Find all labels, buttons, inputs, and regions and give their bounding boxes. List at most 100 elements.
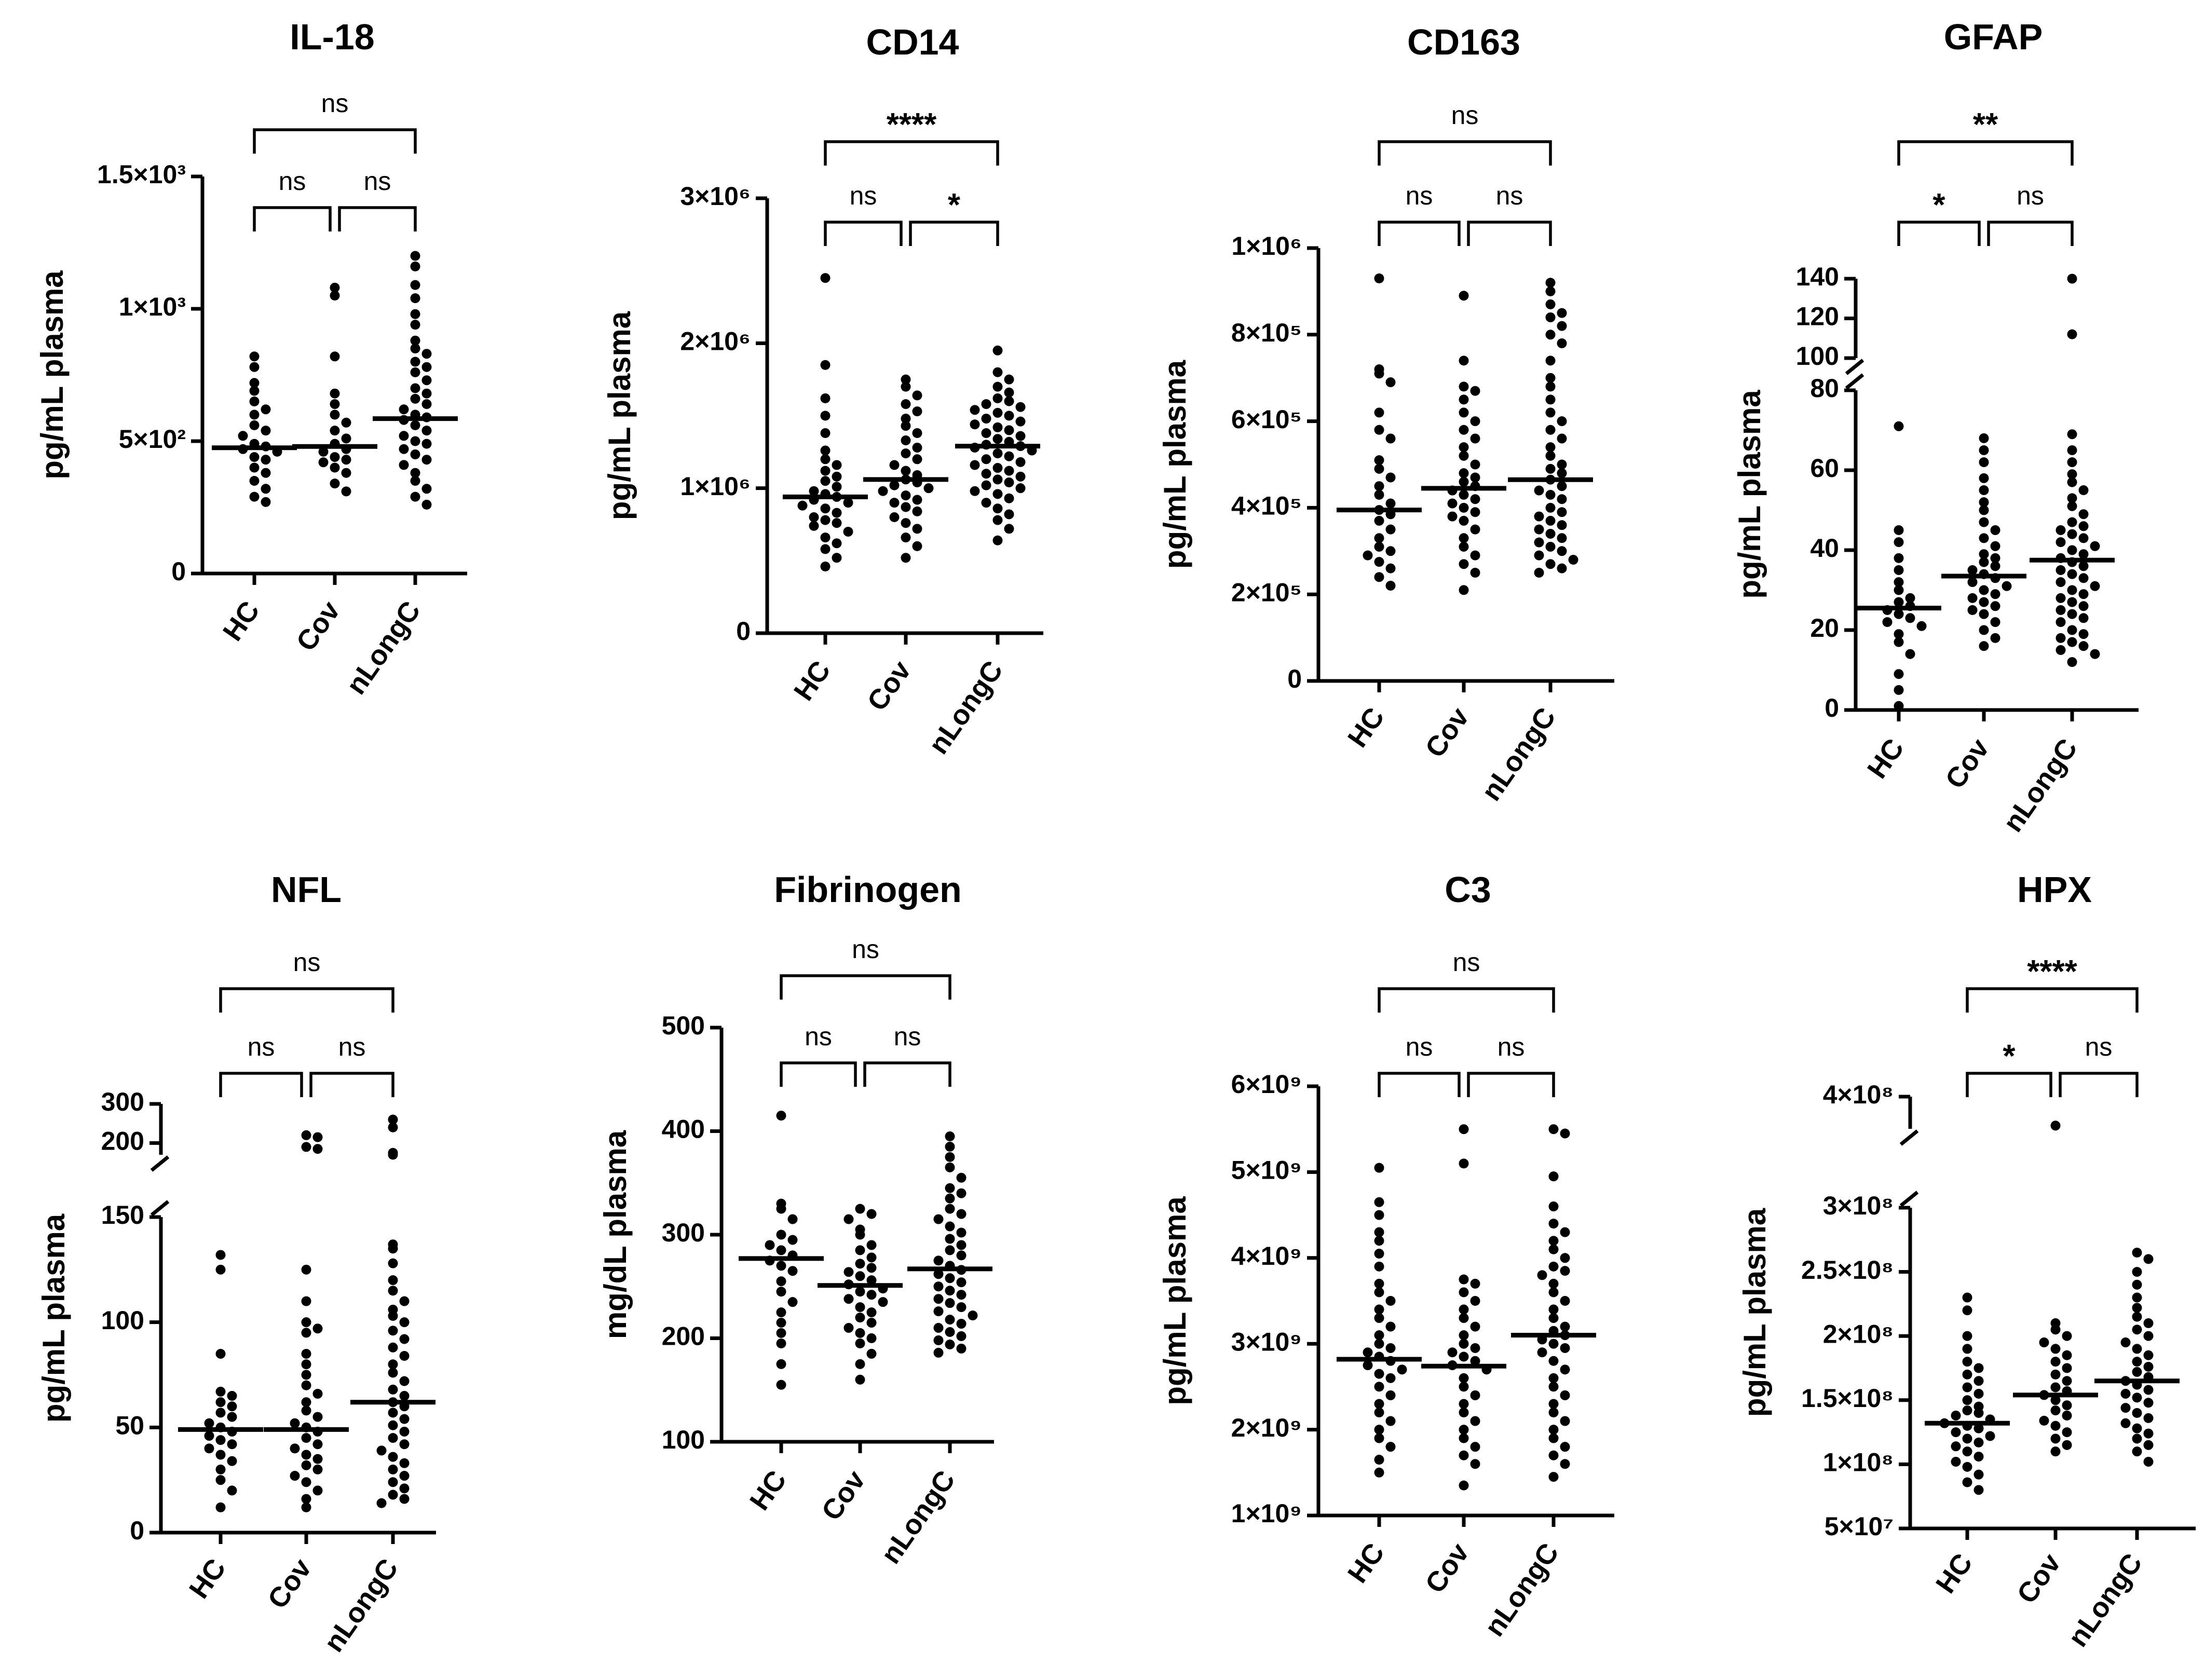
data-point xyxy=(1882,617,1893,627)
data-point xyxy=(1459,1330,1469,1341)
data-point xyxy=(855,1245,865,1255)
y-tick-label: 4×10⁹ xyxy=(1231,1241,1302,1271)
data-point xyxy=(388,1368,398,1378)
data-point xyxy=(787,1214,798,1224)
data-point xyxy=(1004,396,1014,406)
data-point xyxy=(410,449,420,459)
data-point xyxy=(933,1347,944,1358)
data-point xyxy=(2039,1415,2049,1426)
data-point xyxy=(399,1414,410,1424)
data-point xyxy=(301,1142,311,1152)
data-point xyxy=(901,466,911,476)
data-point xyxy=(215,1502,226,1512)
chart-title: C3 xyxy=(1445,869,1491,910)
data-point xyxy=(2078,589,2089,599)
data-point xyxy=(855,1302,865,1313)
data-point xyxy=(832,553,842,563)
data-point xyxy=(410,309,420,319)
data-point xyxy=(1459,1408,1469,1418)
significance-bracket xyxy=(1966,1072,2052,1097)
data-point xyxy=(912,495,922,505)
data-point xyxy=(2120,1403,2131,1413)
data-point xyxy=(388,1122,398,1132)
data-point xyxy=(410,357,420,367)
significance-bracket xyxy=(780,1061,857,1087)
data-point xyxy=(227,1391,237,1401)
data-point xyxy=(945,1204,955,1214)
data-point xyxy=(215,1264,226,1275)
data-point xyxy=(1459,489,1469,500)
data-point xyxy=(901,502,911,512)
data-point xyxy=(330,388,340,399)
data-point xyxy=(855,1313,865,1323)
data-point xyxy=(1548,1373,1559,1383)
y-tick-label: 2.5×10⁸ xyxy=(1801,1255,1894,1285)
axis-break-mark xyxy=(1899,1129,1919,1146)
data-point xyxy=(215,1386,226,1397)
data-point xyxy=(421,455,432,465)
significance-label: ns xyxy=(1451,101,1479,130)
data-point xyxy=(1962,1477,1972,1487)
data-point xyxy=(1967,577,1978,588)
data-point xyxy=(312,1323,323,1334)
y-axis-label: pg/mL plasma xyxy=(1737,1208,1772,1417)
data-point xyxy=(945,1183,955,1193)
y-tick-label: 100 xyxy=(101,1306,144,1335)
data-point xyxy=(1459,1373,1469,1383)
data-point xyxy=(1447,498,1458,509)
data-point xyxy=(410,476,420,486)
data-point xyxy=(1560,1390,1570,1400)
data-point xyxy=(2132,1292,2142,1303)
data-point xyxy=(843,526,853,537)
data-point xyxy=(290,1443,300,1454)
data-point xyxy=(855,1287,865,1297)
x-category-label: HC xyxy=(1342,1537,1391,1588)
data-point xyxy=(1004,411,1014,421)
significance-label: ns xyxy=(1496,181,1523,210)
data-point xyxy=(290,1471,300,1481)
data-point xyxy=(388,1326,398,1336)
data-point xyxy=(776,1287,786,1297)
data-point xyxy=(1962,1292,1972,1303)
significance-label: ns xyxy=(279,167,306,196)
data-point xyxy=(2062,1400,2072,1411)
y-tick-label: 400 xyxy=(662,1115,705,1144)
data-point xyxy=(776,1318,786,1328)
data-point xyxy=(1894,597,1904,607)
data-point xyxy=(889,498,900,508)
y-axis-label: pg/mL plasma xyxy=(602,311,637,520)
y-tick-label: 6×10⁹ xyxy=(1231,1070,1302,1099)
x-category-label: nLongC xyxy=(923,655,1009,759)
data-point xyxy=(215,1408,226,1418)
data-point xyxy=(1979,497,1989,508)
significance-bracket xyxy=(1467,221,1552,246)
data-point xyxy=(410,468,420,478)
data-point xyxy=(301,1370,311,1380)
data-point xyxy=(312,1144,323,1154)
data-point xyxy=(1545,502,1556,513)
data-point xyxy=(2132,1279,2142,1290)
data-point xyxy=(1374,1304,1384,1315)
data-point xyxy=(866,1252,877,1263)
data-point xyxy=(832,538,842,549)
data-point xyxy=(2090,541,2100,551)
data-point xyxy=(992,367,1003,377)
data-point xyxy=(809,486,819,496)
panel-cd14: CD14 pg/mL plasma 0 1×10⁶ 2×10⁶ 3×10⁶ HC Cov nLo… xyxy=(602,22,1043,760)
data-point xyxy=(215,1397,226,1408)
data-point xyxy=(1545,528,1556,539)
data-point xyxy=(901,532,911,543)
data-point xyxy=(1459,1274,1469,1285)
data-point xyxy=(1470,550,1480,561)
data-point xyxy=(312,1412,323,1422)
data-point xyxy=(2056,577,2066,588)
data-point xyxy=(1385,524,1396,535)
data-point xyxy=(410,320,420,330)
y-tick-label: 300 xyxy=(662,1218,705,1247)
significance-bracket xyxy=(1897,221,1981,246)
data-point xyxy=(2132,1357,2142,1367)
y-tick-label: 1×10³ xyxy=(119,292,186,321)
data-point xyxy=(341,468,351,478)
data-point xyxy=(1470,459,1480,470)
data-point xyxy=(261,468,271,478)
